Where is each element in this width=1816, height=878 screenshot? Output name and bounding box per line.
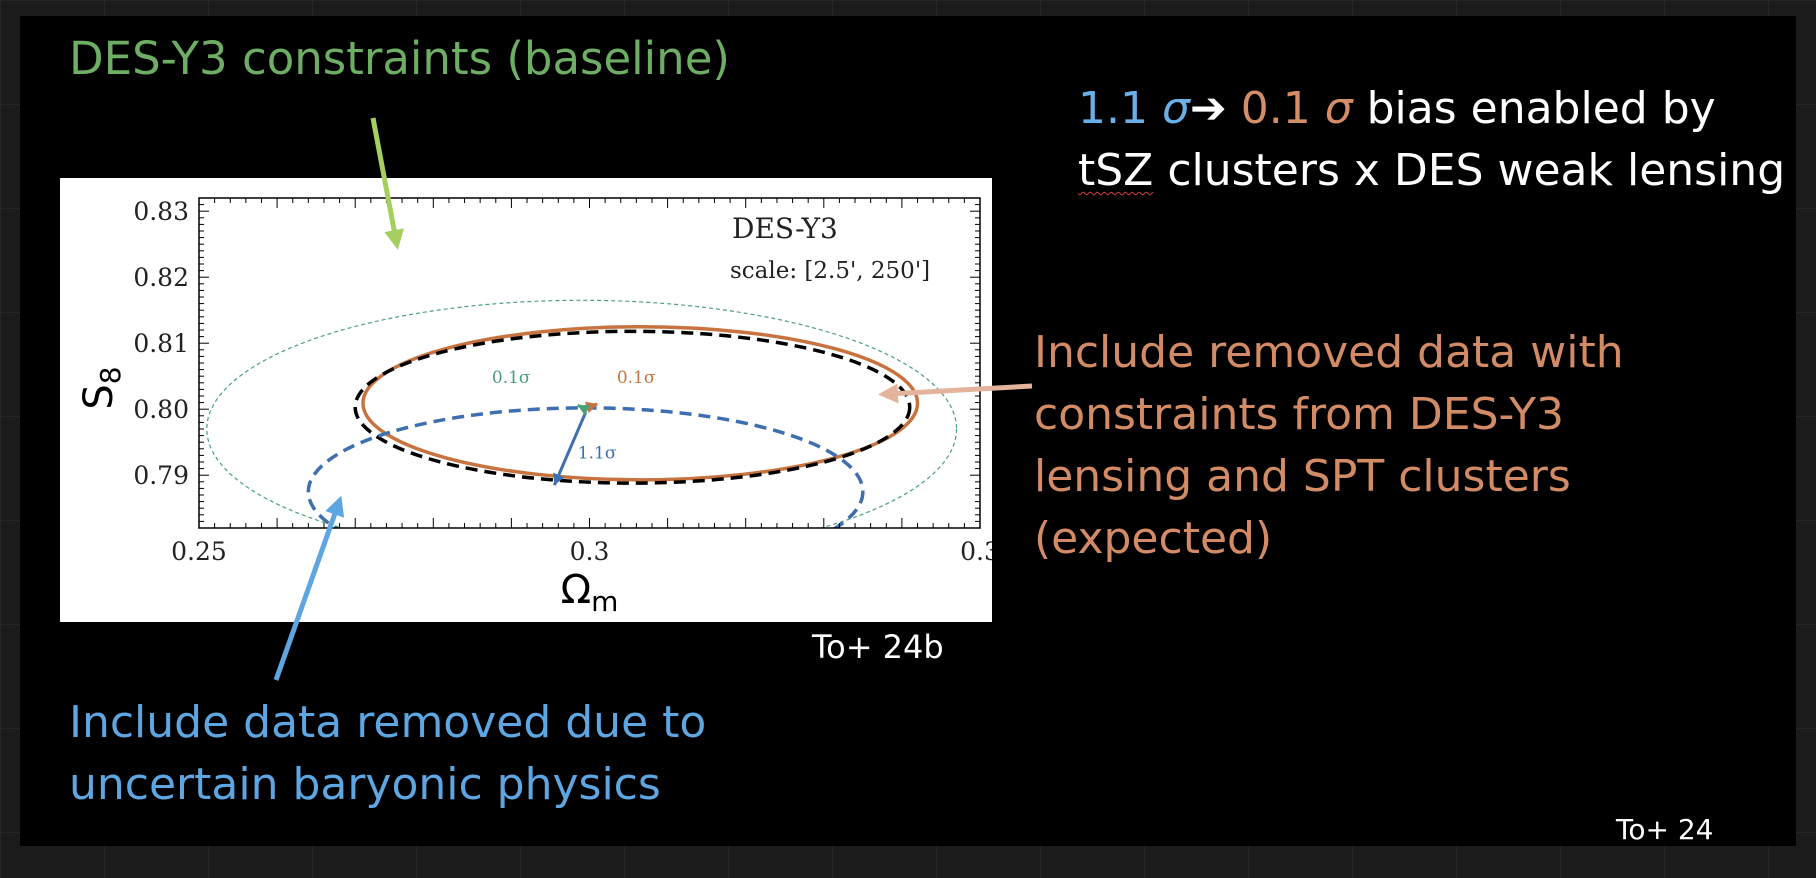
chart-svg: 0.1σ 0.1σ 1.1σ DES-Y3 scale: [2.5', 250'] 0.2… xyxy=(76,197,992,618)
x-tick-label: 0.3 xyxy=(960,537,992,566)
x-axis-label: Ωm xyxy=(561,567,619,618)
shift-arrowhead-2 xyxy=(577,404,591,416)
bias-to-sigma: σ xyxy=(1324,83,1353,134)
bias-line-1: 1.1 σ➔ 0.1 σ bias enabled by xyxy=(1078,78,1785,140)
orange-note-line: constraints from DES-Y3 xyxy=(1034,389,1565,440)
sigma-annotation-2: 1.1σ xyxy=(578,444,617,464)
y-axis-label: S8 xyxy=(76,366,127,409)
slide-citation: To+ 24 xyxy=(1616,813,1714,846)
orange-note-line: lensing and SPT clusters xyxy=(1034,451,1571,502)
inset-title: DES-Y3 xyxy=(732,212,838,245)
inset-subtitle: scale: [2.5', 250'] xyxy=(730,258,930,284)
sigma-annotation-1: 0.1σ xyxy=(617,368,656,388)
y-tick-label: 0.81 xyxy=(133,329,189,358)
bias-rest-line2: clusters x DES weak lensing xyxy=(1153,145,1786,196)
shift-arrowhead-1 xyxy=(584,401,598,414)
shift-arrow-0 xyxy=(552,411,587,486)
bias-from-value: 1.1 xyxy=(1078,83,1148,134)
bias-from-sigma: σ xyxy=(1161,83,1190,134)
figure-citation: To+ 24b xyxy=(812,628,944,666)
bias-tsz: tSZ xyxy=(1078,145,1154,196)
contour-2 xyxy=(353,329,912,485)
orange-note-line: Include removed data with xyxy=(1034,327,1624,378)
y-tick-label: 0.80 xyxy=(133,395,189,424)
y-tick-label: 0.82 xyxy=(133,263,189,292)
bias-arrow: ➔ xyxy=(1189,83,1227,134)
x-tick-label: 0.25 xyxy=(171,537,227,566)
plot-area xyxy=(206,299,958,528)
y-tick-label: 0.83 xyxy=(133,197,189,226)
orange-note: Include removed data with constraints fr… xyxy=(1034,322,1624,570)
bias-to-value: 0.1 xyxy=(1240,83,1311,134)
contour-1 xyxy=(361,324,920,482)
baseline-label: DES-Y3 constraints (baseline) xyxy=(69,32,730,85)
y-tick-label: 0.79 xyxy=(133,461,189,490)
minor-ticks xyxy=(198,197,981,529)
sigma-annotation-0: 0.1σ xyxy=(492,368,531,388)
bias-line-2: tSZ clusters x DES weak lensing xyxy=(1078,140,1785,202)
x-tick-label: 0.3 xyxy=(570,537,610,566)
bias-statement: 1.1 σ➔ 0.1 σ bias enabled by tSZ cluster… xyxy=(1078,78,1785,202)
bias-rest-line1: bias enabled by xyxy=(1352,83,1716,134)
blue-note-line: Include data removed due to xyxy=(69,697,707,748)
shift-arrowhead-0 xyxy=(553,472,565,486)
blue-note-line: uncertain baryonic physics xyxy=(69,759,661,810)
blue-note: Include data removed due to uncertain ba… xyxy=(69,692,706,816)
contour-chart: 0.1σ 0.1σ 1.1σ DES-Y3 scale: [2.5', 250'] 0.2… xyxy=(60,178,992,622)
contour-0 xyxy=(206,299,958,528)
orange-note-line: (expected) xyxy=(1034,513,1273,564)
